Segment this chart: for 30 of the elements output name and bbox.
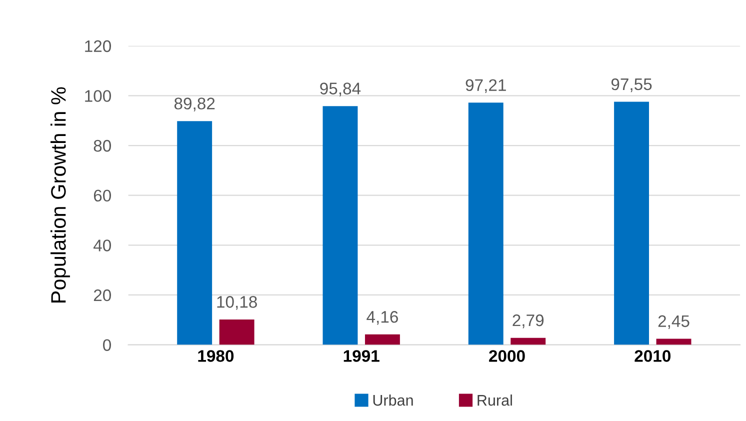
legend-label: Urban bbox=[373, 394, 413, 406]
data-label: 4,16 bbox=[366, 311, 398, 325]
data-label: 97,21 bbox=[466, 79, 506, 93]
data-label: 2,79 bbox=[512, 314, 544, 328]
y-tick-label: 100 bbox=[85, 90, 111, 102]
legend-label: Rural bbox=[478, 394, 512, 406]
y-tick-label: 60 bbox=[94, 190, 111, 202]
data-label: 89,82 bbox=[174, 98, 215, 112]
bar bbox=[614, 102, 649, 345]
bar bbox=[364, 334, 400, 345]
bar bbox=[510, 338, 546, 345]
y-tick-label: 20 bbox=[94, 289, 111, 302]
y-tick-label: 120 bbox=[85, 40, 111, 52]
data-label: 97,55 bbox=[611, 78, 652, 92]
x-tick-label: 2010 bbox=[634, 350, 670, 362]
y-tick-label: 0 bbox=[103, 339, 111, 351]
bar bbox=[177, 121, 212, 345]
x-tick-label: 1991 bbox=[344, 350, 380, 362]
data-label: 10,18 bbox=[217, 296, 257, 310]
y-tick-label: 40 bbox=[93, 240, 111, 252]
data-label: 2,45 bbox=[658, 315, 690, 330]
data-label: 95,84 bbox=[320, 82, 361, 96]
x-tick-label: 1980 bbox=[198, 350, 234, 362]
bar bbox=[219, 319, 254, 345]
bar bbox=[656, 338, 692, 345]
y-axis-title: Population Growth in % bbox=[50, 87, 70, 302]
bar bbox=[468, 102, 504, 345]
x-tick-label: 2000 bbox=[489, 350, 525, 362]
bar bbox=[322, 106, 358, 345]
y-tick-label: 80 bbox=[94, 140, 111, 152]
